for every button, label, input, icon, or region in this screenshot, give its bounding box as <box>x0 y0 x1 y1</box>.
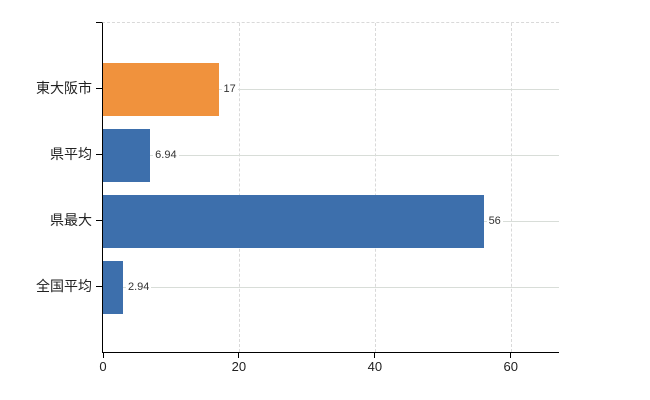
x-axis-tick <box>510 353 512 358</box>
x-axis-tick-label: 0 <box>99 359 107 374</box>
gridline-horizontal <box>103 155 559 156</box>
bar <box>103 195 484 248</box>
x-axis-tick-label: 60 <box>503 359 518 374</box>
x-axis-tick-label: 40 <box>367 359 383 374</box>
category-label: 県平均 <box>50 146 92 162</box>
x-axis-tick-label: 20 <box>231 359 247 374</box>
bar <box>103 63 219 116</box>
category-label: 東大阪市 <box>36 80 92 96</box>
value-label: 2.94 <box>125 280 152 294</box>
x-axis-tick <box>238 353 240 358</box>
y-axis-tick <box>96 88 102 89</box>
plot-area: 17 6.94 56 2.94 <box>102 22 559 353</box>
gridline-vertical <box>374 23 376 352</box>
y-axis-end-tick <box>96 22 102 23</box>
gridline-vertical <box>238 23 240 352</box>
category-label: 全国平均 <box>36 278 92 294</box>
category-label: 県最大 <box>50 212 92 228</box>
y-axis-tick <box>96 286 102 287</box>
bar <box>103 261 123 314</box>
gridline-horizontal <box>103 89 559 90</box>
x-axis-tick <box>374 353 376 358</box>
gridline-horizontal <box>103 287 559 288</box>
value-label: 17 <box>221 82 238 96</box>
bar <box>103 129 151 182</box>
x-axis-tick <box>102 353 104 358</box>
value-label: 56 <box>486 214 503 228</box>
value-label: 6.94 <box>153 148 179 162</box>
y-axis-tick <box>96 154 102 155</box>
y-axis-tick <box>96 220 102 221</box>
gridline-vertical <box>510 23 512 352</box>
